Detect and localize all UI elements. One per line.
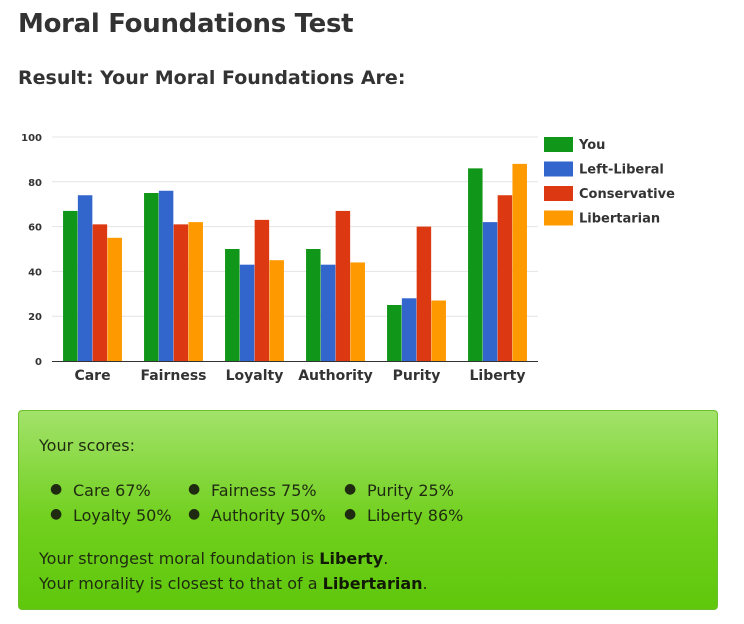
legend-label: You (578, 138, 605, 153)
x-category-label: Authority (298, 368, 373, 384)
score-item-fairness: ● Fairness 75% (188, 481, 317, 500)
bar (188, 222, 203, 361)
bar (63, 210, 78, 361)
bar (239, 264, 255, 361)
bullet-icon: ● (188, 506, 201, 522)
x-category-label: Purity (393, 368, 441, 384)
score-item-care: ● Care 67% (50, 481, 151, 500)
legend-label: Conservative (579, 187, 675, 202)
chart-bars (63, 163, 527, 361)
y-tick-label: 0 (35, 357, 42, 368)
score-list: ● Care 67% ● Fairness 75% ● Purity 25% ● Loy… (19, 481, 717, 533)
closest-group-value: Libertarian (322, 574, 423, 593)
bar (335, 210, 351, 361)
x-category-label: Liberty (470, 368, 526, 384)
bar (144, 193, 159, 361)
y-tick-label: 100 (21, 133, 42, 144)
bar (431, 300, 446, 361)
strongest-foundation-line: Your strongest moral foundation is Liber… (39, 549, 388, 568)
score-item-loyalty: ● Loyalty 50% (50, 506, 172, 525)
y-tick-label: 20 (28, 312, 42, 323)
bullet-icon: ● (188, 481, 201, 497)
legend-swatch (544, 186, 573, 201)
legend-swatch (544, 210, 573, 226)
bar (320, 264, 336, 361)
score-item-liberty: ● Liberty 86% (344, 506, 464, 525)
bar (416, 226, 432, 361)
bar (387, 305, 402, 361)
bar (306, 249, 321, 361)
bullet-icon: ● (344, 506, 357, 522)
chart-y-ticks: 0 20 40 60 80 100 (21, 133, 42, 368)
bar (350, 262, 365, 361)
score-text: Care 67% (73, 481, 151, 500)
score-item-authority: ● Authority 50% (188, 506, 326, 525)
result-heading: Result: Your Moral Foundations Are: (18, 67, 406, 89)
score-text: Liberty 86% (367, 506, 464, 525)
y-tick-label: 40 (28, 267, 42, 278)
score-text: Loyalty 50% (73, 506, 172, 525)
bar (254, 219, 270, 361)
bar (107, 237, 122, 361)
y-tick-label: 80 (28, 178, 42, 189)
bar (173, 224, 189, 361)
strongest-suffix: . (383, 549, 389, 568)
closest-prefix: Your morality is closest to that of a (39, 574, 323, 593)
x-category-label: Loyalty (226, 368, 284, 384)
bullet-icon: ● (50, 506, 63, 522)
bar (482, 222, 498, 361)
bar (468, 168, 483, 361)
score-text: Fairness 75% (211, 481, 317, 500)
page-title: Moral Foundations Test (18, 9, 354, 39)
bar (77, 195, 93, 361)
score-text: Purity 25% (367, 481, 454, 500)
score-summary-box: Your scores: ● Care 67% ● Fairness 75% ● Pu… (18, 410, 718, 610)
legend-swatch (544, 137, 573, 152)
score-item-purity: ● Purity 25% (344, 481, 454, 500)
chart-x-labels: Care Fairness Loyalty Authority Purity Libert… (74, 368, 525, 384)
chart-legend: You Left-Liberal Conservative Libertarian (544, 137, 675, 227)
bar (497, 195, 513, 361)
bar (158, 190, 174, 361)
closest-group-line: Your morality is closest to that of a Li… (39, 574, 428, 593)
bar (269, 260, 284, 361)
chart-gridlines (52, 136, 538, 317)
bar (401, 298, 417, 361)
legend-label: Left-Liberal (579, 163, 664, 178)
bullet-icon: ● (344, 481, 357, 497)
strongest-prefix: Your strongest moral foundation is (39, 549, 320, 568)
bar (225, 249, 240, 361)
bar (512, 163, 527, 361)
score-text: Authority 50% (211, 506, 326, 525)
legend-label: Libertarian (579, 212, 660, 227)
x-category-label: Care (74, 368, 110, 384)
bullet-icon: ● (50, 481, 63, 497)
y-tick-label: 60 (28, 223, 42, 234)
legend-swatch (544, 161, 573, 177)
x-category-label: Fairness (140, 368, 206, 384)
closest-suffix: . (422, 574, 428, 593)
strongest-foundation-value: Liberty (319, 549, 384, 568)
bar (92, 224, 108, 361)
moral-foundations-bar-chart: 0 20 40 60 80 100 Care Fairness Loyalty Authorit… (21, 133, 675, 384)
scores-label: Your scores: (39, 436, 135, 455)
